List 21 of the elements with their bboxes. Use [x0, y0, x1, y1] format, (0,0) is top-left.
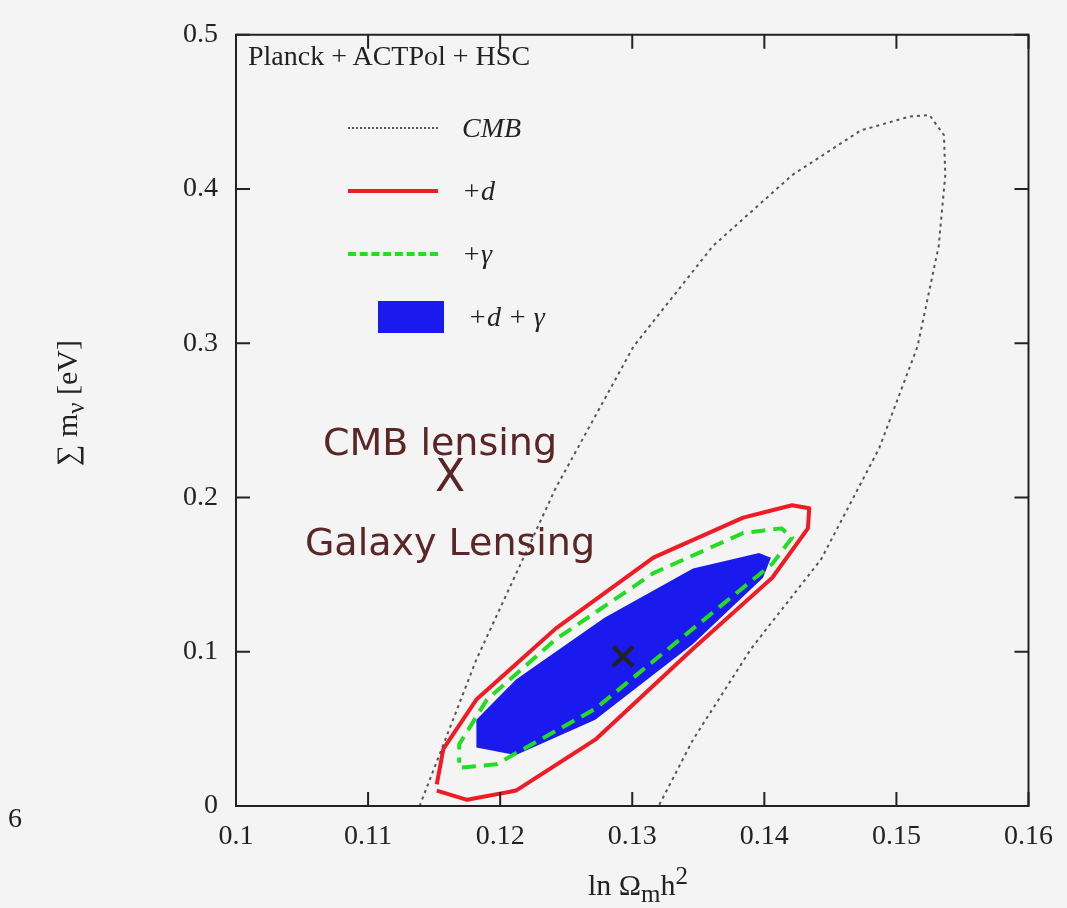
y-tick-label: 0.5 [183, 17, 218, 49]
y-tick-label: 0.2 [183, 479, 218, 511]
legend-label: +d [462, 174, 495, 207]
x-tick-label: 0.1 [218, 819, 254, 851]
x-axis-title: ln Ω$_{m}$h$^{2}$ [587, 862, 689, 908]
legend-title: Planck + ACTPol + HSC [248, 40, 532, 72]
legend-label: CMB [462, 111, 522, 144]
x-tick-label: 0.12 [475, 819, 525, 851]
y-tick-label: 0.3 [183, 325, 218, 357]
y-tick-label: 0 [204, 788, 218, 820]
x-tick-label: 0.14 [739, 819, 789, 851]
text: 6 [8, 802, 22, 834]
legend-label: +γ [462, 237, 492, 270]
annotation: Galaxy Lensing [304, 520, 596, 564]
x-tick-label: 0.15 [871, 819, 921, 851]
legend-label: +d + γ [468, 300, 545, 333]
y-tick-label: 0.4 [183, 171, 218, 203]
x-tick-label: 0.13 [607, 819, 657, 851]
x-tick-label: 0.11 [344, 819, 393, 851]
x-tick-label: 0.16 [1004, 819, 1053, 851]
y-tick-label: 0.1 [183, 634, 218, 666]
